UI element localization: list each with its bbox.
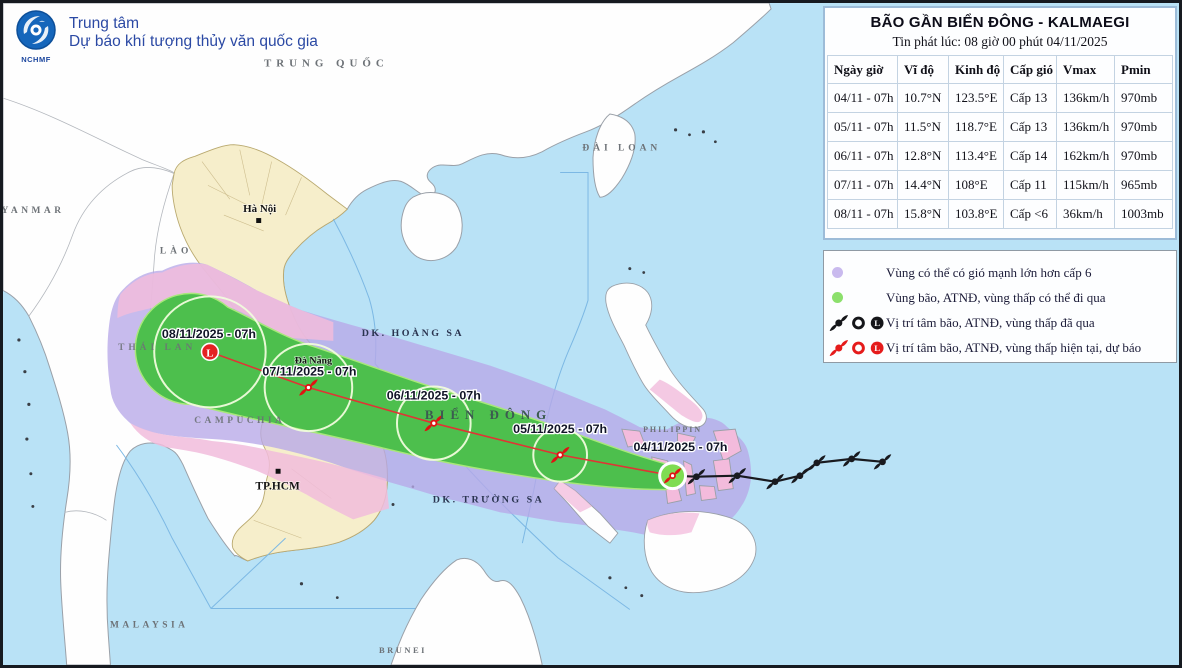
legend-item-wind-zone: Vùng có thể có gió mạnh lớn hơn cấp 6 [824,260,1176,285]
current-position-icons: L [829,339,884,356]
hanoi-dot [256,218,262,224]
track-label-0711: 07/11/2025 - 07h [262,365,356,379]
track-label-0411: 04/11/2025 - 07h [634,440,728,454]
agency-header: NCHMF Trung tâm Dự báo khí tượng thủy vă… [13,9,318,64]
legend-item-past-position: L Vị trí tâm bão, ATNĐ, vùng thấp đã qua [824,310,1176,335]
forecast-position-markers [299,379,570,463]
wind-zone-over-land [117,263,390,520]
col-latitude: Vĩ độ [897,55,949,84]
legend-text: Vị trí tâm bão, ATNĐ, vùng thấp đã qua [886,314,1095,330]
forecast-table: Ngày giờ Vĩ độ Kinh độ Cấp gió Vmax Pmin… [827,55,1173,229]
city-markers: Hà Nội Đà Nẵng TP.HCM [242,202,332,493]
legend-text: Vị trí tâm bão, ATNĐ, vùng thấp hiện tại… [886,339,1142,355]
forecast-table-header-row: Ngày giờ Vĩ độ Kinh độ Cấp gió Vmax Pmin [827,55,1173,84]
legend-text: Vùng có thể có gió mạnh lớn hơn cấp 6 [886,264,1092,280]
label-east-sea: BIỂN ĐÔNG [425,407,552,422]
uncertainty-circles [153,295,589,483]
legend-panel: Vùng có thể có gió mạnh lớn hơn cấp 6 Vù… [823,250,1177,363]
label-hcmc: TP.HCM [255,481,300,493]
issued-time: Tin phát lúc: 08 giờ 00 phút 04/11/2025 [892,34,1108,49]
hcmc-dot [275,468,281,474]
label-spratly: DK. TRƯỜNG SA [433,493,544,505]
borneo-island [390,557,543,665]
low-pressure-marker: L [200,342,220,362]
agency-logo: NCHMF [13,9,59,64]
track-label-0611: 06/11/2025 - 07h [387,388,481,402]
green-zone-icon [832,292,843,303]
agency-name: Trung tâm Dự báo khí tượng thủy văn quốc… [69,9,318,51]
label-brunei: BRUNEI [379,645,427,655]
col-datetime: Ngày giờ [827,55,898,84]
svg-text:L: L [874,318,880,328]
taiwan-island [592,113,636,198]
past-position-icons: L [829,314,884,331]
legend-item-cone: Vùng bão, ATNĐ, vùng thấp có thể đi qua [824,285,1176,310]
current-position-marker [658,461,688,491]
danang-dot [298,369,303,374]
svg-text:L: L [874,343,880,353]
label-malaysia: MALAYSIA [110,620,188,630]
label-thailand: THÁI LAN [118,341,196,353]
forecast-row: 06/11 - 07h 12.8°N 113.4°E Cấp 14 162km/h 970… [827,141,1173,171]
col-vmax: Vmax [1056,55,1115,84]
legend-text: Vùng bão, ATNĐ, vùng thấp có thể đi qua [886,289,1106,305]
label-philippines: PHILIPPIN [643,425,702,434]
hainan-island [400,192,463,261]
col-longitude: Kinh độ [948,55,1004,84]
legend-item-current-position: L Vị trí tâm bão, ATNĐ, vùng thấp hiện t… [824,335,1176,360]
label-china: TRUNG QUỐC [264,56,389,69]
col-pmin: Pmin [1114,55,1173,84]
bulletin-title: BÃO GẦN BIỂN ĐÔNG - KALMAEGI [870,14,1130,31]
svg-text:L: L [206,347,213,359]
nchmf-logo-icon [16,10,56,50]
label-myanmar: MYANMAR [3,206,65,216]
forecast-row: 04/11 - 07h 10.7°N 123.5°E Cấp 13 136km/h 970… [827,83,1173,113]
nchmf-logo-text: NCHMF [21,55,51,64]
label-laos: LÀO [160,245,192,257]
label-hanoi: Hà Nội [243,203,276,215]
forecast-row: 05/11 - 07h 11.5°N 118.7°E Cấp 13 136km/h 970… [827,112,1173,142]
past-track-line [672,457,883,483]
agency-name-line1: Trung tâm [69,15,140,32]
agency-name-line2: Dự báo khí tượng thủy văn quốc gia [69,33,318,50]
label-paracel: DK. HOÀNG SA [362,327,464,339]
label-taiwan: ĐÀI LOAN [582,142,661,154]
track-label-0811: 08/11/2025 - 07h [162,327,256,341]
philippines-islands [553,282,757,594]
label-danang: Đà Nẵng [295,356,332,367]
forecast-row: 08/11 - 07h 15.8°N 103.8°E Cấp <6 36km/h 1003… [827,199,1173,229]
label-cambodia: CAMPUCHIA [194,416,285,426]
purple-zone-icon [832,267,843,278]
forecast-row: 07/11 - 07h 14.4°N 108°E Cấp 11 115km/h 965mb [827,170,1173,200]
storm-info-panel: BÃO GẦN BIỂN ĐÔNG - KALMAEGI Tin phát lú… [823,6,1177,240]
track-label-0511: 05/11/2025 - 07h [513,422,607,436]
col-wind-level: Cấp gió [1003,55,1057,84]
